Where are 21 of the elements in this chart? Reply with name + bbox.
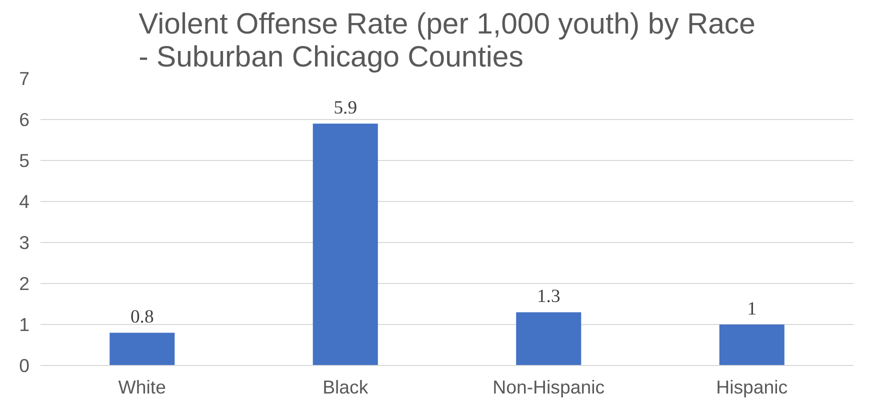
data-label: 0.8: [130, 306, 154, 328]
bar: [516, 312, 582, 366]
y-tick-label: 5: [19, 150, 30, 171]
bar: [312, 124, 378, 366]
data-label: 1: [747, 298, 757, 320]
data-label: 5.9: [334, 98, 358, 119]
y-tick-label: 6: [19, 109, 30, 130]
y-tick-label: 4: [19, 191, 30, 212]
bar: [110, 332, 175, 366]
chart-title: Violent Offense Rate (per 1,000 youth) by Race - Suburban Chicago Counties: [138, 8, 756, 74]
x-tick-label: Hispanic: [716, 376, 788, 398]
y-tick-label: 3: [19, 232, 30, 253]
x-tick-label: Black: [322, 376, 369, 398]
x-tick-label: Non-Hispanic: [492, 376, 605, 398]
y-tick-label: 2: [19, 273, 30, 294]
y-tick-label: 0: [19, 355, 30, 376]
y-tick-label: 7: [19, 68, 30, 89]
x-tick-label: White: [118, 376, 166, 398]
data-label: 1.3: [536, 286, 560, 308]
y-tick-label: 1: [19, 314, 30, 335]
bar: [719, 324, 784, 366]
